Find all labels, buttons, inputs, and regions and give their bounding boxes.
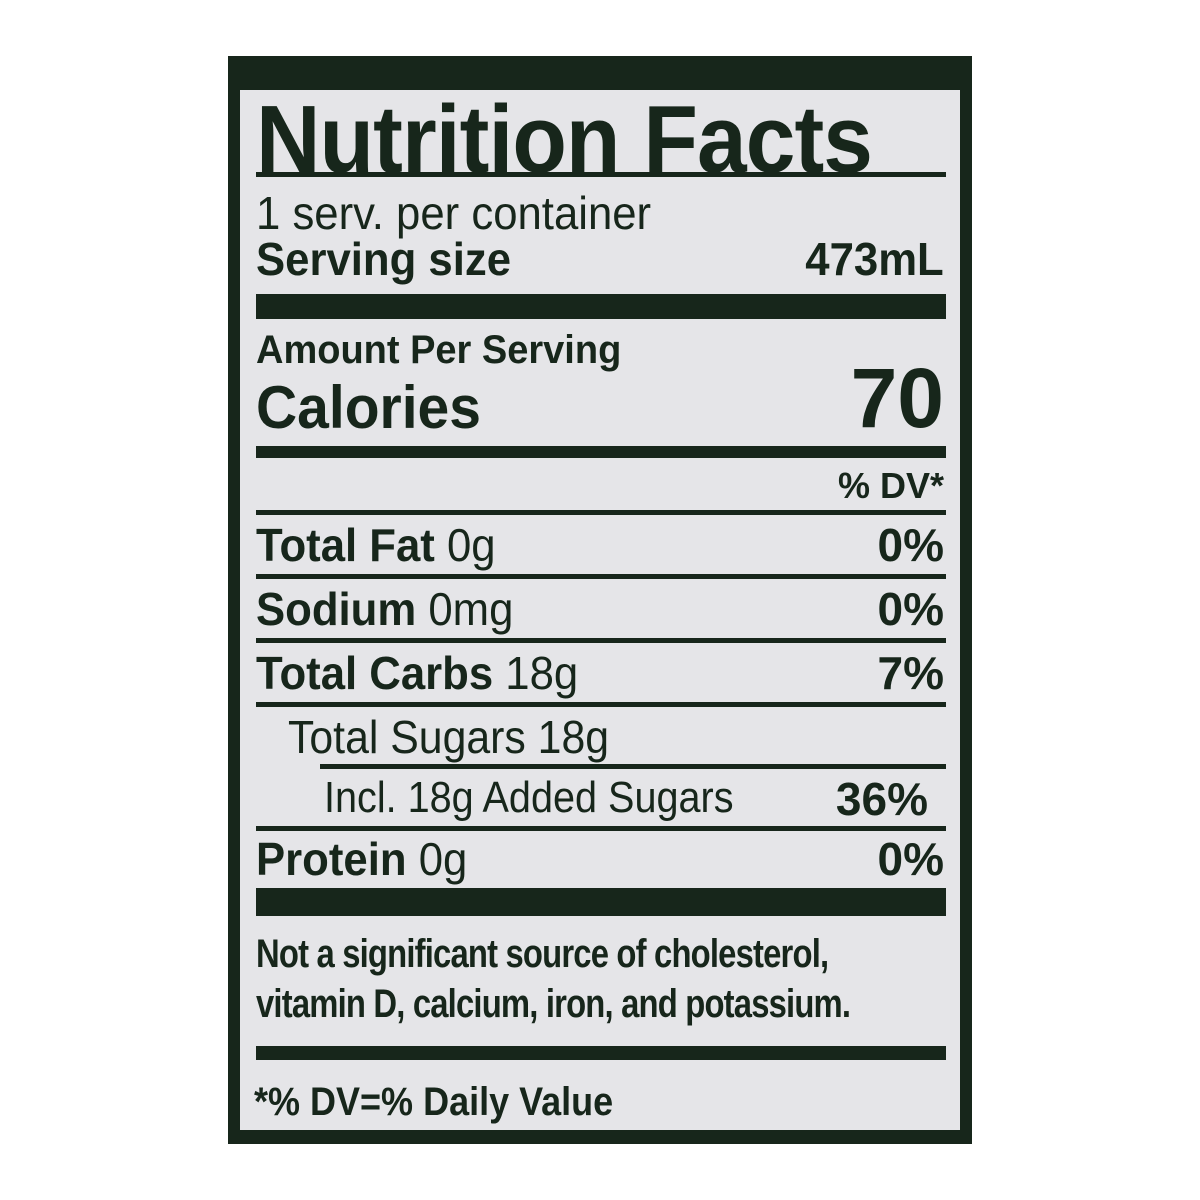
footnote-line-2: vitamin D, calcium, iron, and potassium. xyxy=(256,982,851,1026)
divider xyxy=(256,702,946,707)
serving-size-value: 473mL xyxy=(805,233,944,285)
divider xyxy=(256,510,946,515)
thick-divider xyxy=(256,888,946,916)
dv-protein: 0% xyxy=(877,833,944,885)
dv-total-fat: 0% xyxy=(877,519,944,571)
dv-total-carbs: 7% xyxy=(877,647,944,699)
nutrient-row-protein: Protein 0g xyxy=(256,833,468,885)
dv-note: *% DV=% Daily Value xyxy=(254,1080,614,1124)
thick-divider xyxy=(256,294,946,319)
nutrient-row-total-carbs: Total Carbs 18g xyxy=(256,647,579,699)
label-panel xyxy=(240,90,960,1130)
divider xyxy=(256,172,946,177)
label-title: Nutrition Facts xyxy=(256,86,873,193)
nutrient-row-added-sugars: Incl. 18g Added Sugars xyxy=(324,773,734,822)
serving-size-label: Serving size xyxy=(256,233,512,285)
calories-value: 70 xyxy=(850,351,944,445)
nutrient-row-sodium: Sodium 0mg xyxy=(256,583,514,635)
calories-label: Calories xyxy=(256,374,481,441)
divider xyxy=(256,638,946,643)
divider xyxy=(256,574,946,579)
divider xyxy=(320,764,946,769)
nutrient-row-total-fat: Total Fat 0g xyxy=(256,519,496,571)
dv-sodium: 0% xyxy=(877,583,944,635)
servings-per-container: 1 serv. per container xyxy=(256,187,652,239)
medium-divider xyxy=(256,1046,946,1060)
dv-added-sugars: 36% xyxy=(835,773,928,825)
amount-per-serving: Amount Per Serving xyxy=(256,328,622,372)
medium-divider xyxy=(256,446,946,458)
divider xyxy=(256,826,946,831)
dv-header: % DV* xyxy=(837,465,944,506)
nutrient-row-total-sugars: Total Sugars 18g xyxy=(288,711,610,763)
footnote-line-1: Not a significant source of cholesterol, xyxy=(256,932,829,976)
